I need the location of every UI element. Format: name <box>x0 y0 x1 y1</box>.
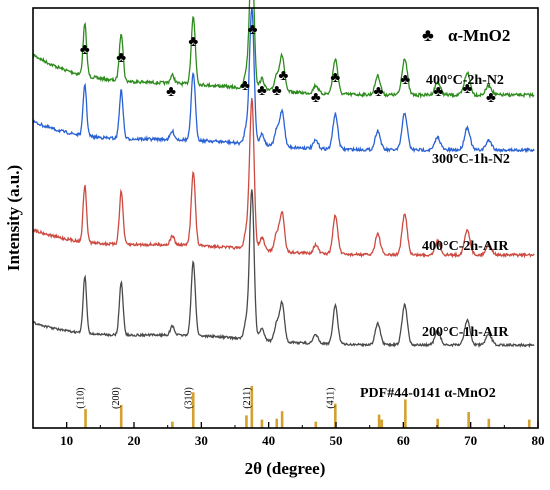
series-line <box>32 7 535 154</box>
x-tick-label: 40 <box>262 433 275 448</box>
peak-marker-icon: ♣ <box>80 42 90 58</box>
x-tick-label: 80 <box>532 433 545 448</box>
x-tick-label: 50 <box>330 433 343 448</box>
legend-symbol: ♣ <box>422 25 434 45</box>
series-line <box>32 189 535 349</box>
peak-marker-icon: ♣ <box>257 83 267 99</box>
plot-frame <box>32 7 539 429</box>
peak-marker-icon: ♣ <box>279 68 289 84</box>
x-tick-label: 70 <box>464 433 477 448</box>
peak-marker-icon: ♣ <box>240 78 250 94</box>
hkl-label-110: (110) <box>76 387 87 408</box>
reference-lines <box>84 386 531 428</box>
hkl-label-211: (211) <box>242 387 253 408</box>
series-label-400C-2h-N2: 400°C-2h-N2 <box>426 73 504 88</box>
series-traces <box>32 0 535 349</box>
hkl-label-200: (200) <box>111 387 122 409</box>
reference-label: PDF#44-0141 α-MnO2 <box>360 386 496 401</box>
peak-marker-icon: ♣ <box>330 70 340 86</box>
hkl-label-310: (310) <box>183 387 194 409</box>
peak-marker-icon: ♣ <box>433 84 443 100</box>
peak-marker-icon: ♣ <box>373 84 383 100</box>
peak-marker-icon: ♣ <box>116 50 126 66</box>
peak-marker-icon: ♣ <box>311 90 321 106</box>
x-axis-label: 2θ (degree) <box>245 459 326 478</box>
peak-marker-icon: ♣ <box>188 34 198 50</box>
x-tick-label: 60 <box>397 433 410 448</box>
series-label-200C-1h-AIR: 200°C-1h-AIR <box>422 325 509 340</box>
x-tick-label: 30 <box>195 433 208 448</box>
series-label-300C-1h-N2: 300°C-1h-N2 <box>432 152 510 167</box>
x-axis-ticks: 10 20 30 40 50 60 70 80 <box>60 422 545 448</box>
peak-markers: ♣ ♣♣♣♣♣♣ ♣♣♣♣♣♣♣ ♣♣ <box>80 22 496 106</box>
peak-marker-icon: ♣ <box>166 84 176 100</box>
peak-marker-icon: ♣ <box>462 81 472 97</box>
hkl-label-411: (411) <box>325 387 336 408</box>
y-axis-label: Intensity (a.u.) <box>4 165 23 271</box>
peak-marker-icon: ♣ <box>272 83 282 99</box>
peak-marker-icon: ♣ <box>400 72 410 88</box>
series-line <box>32 97 535 259</box>
legend-text: α-MnO2 <box>448 26 510 45</box>
peak-marker-icon: ♣ <box>486 90 496 106</box>
peak-marker-icon: ♣ <box>248 22 258 38</box>
series-label-400C-2h-AIR: 400°C-2h-AIR <box>422 239 509 254</box>
x-tick-label: 20 <box>128 433 141 448</box>
x-tick-label: 10 <box>60 433 73 448</box>
series-line <box>32 0 535 99</box>
